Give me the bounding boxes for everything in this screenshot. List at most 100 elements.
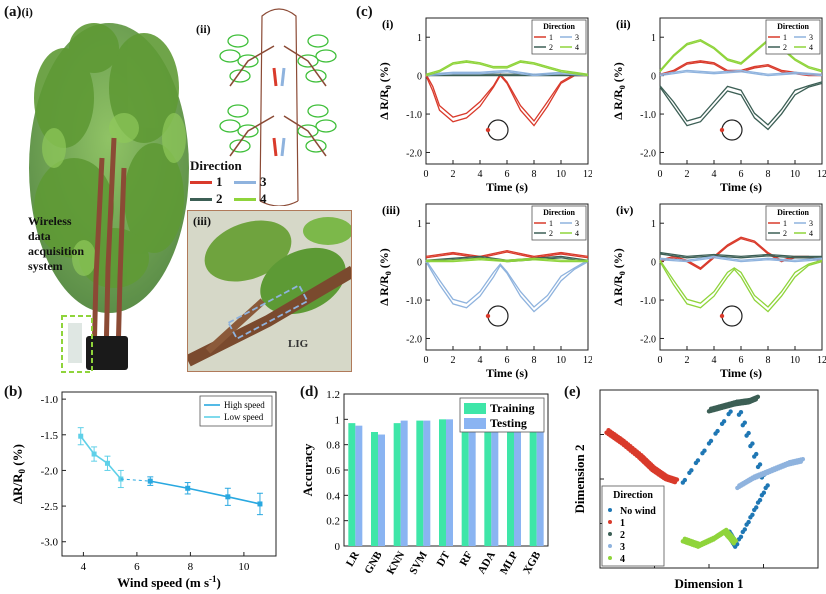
scatter-point: [746, 430, 751, 436]
panel-e-letter: (e): [564, 384, 581, 400]
y-tick-label: 0.6: [326, 465, 340, 477]
category-label-group: DT: [435, 549, 453, 569]
panel-a-ii-label: (ii): [196, 22, 211, 36]
x-tick-label: 0: [658, 169, 663, 180]
bar-training: [393, 423, 401, 546]
panel-d-letter: (d): [300, 384, 319, 400]
sub-label: (i): [382, 17, 393, 31]
x-tick-label: 4: [81, 561, 87, 573]
bar-training: [439, 419, 446, 546]
x-tick-label: 12: [583, 169, 592, 180]
legend-title: Direction: [543, 208, 575, 217]
category-label-group: GNB: [362, 549, 385, 576]
bar-training: [507, 421, 514, 546]
legend: Direction 1 3 2 4: [531, 19, 587, 55]
direction-legend-title: Direction: [190, 158, 242, 173]
chart-tsne: Dimension 1 Dimension 2 Direction No wind12…: [572, 389, 819, 591]
scatter-point: [754, 451, 759, 457]
legend-title: Direction: [613, 490, 653, 501]
bar-training: [484, 419, 492, 546]
y-tick-label: 0.4: [326, 490, 340, 502]
scatter-point: [682, 477, 688, 483]
y-axis-label-group: ΔR/R0 (%): [10, 444, 27, 504]
sub-label: (ii): [616, 17, 631, 31]
category-label: ADA: [476, 549, 498, 576]
series-2-line: [659, 82, 823, 131]
legend-label: High speed: [224, 400, 265, 410]
data-point: [257, 501, 263, 507]
x-tick-label: 0: [658, 355, 663, 366]
legend: High speed Low speed: [199, 395, 273, 427]
x-tick-label: 8: [532, 355, 537, 366]
legend-box: [199, 395, 273, 427]
x-tick-label: 2: [685, 169, 690, 180]
y-axis-label-group: Δ R/R0 (%): [377, 248, 393, 306]
legend-label-3: 3: [809, 219, 813, 228]
legend-swatch: [464, 403, 486, 414]
y-tick-label: -1.5: [41, 430, 59, 442]
bar-training: [348, 423, 356, 546]
y-tick-label: 1.2: [326, 389, 340, 401]
y-tick-label: 0: [651, 258, 656, 269]
bar-testing: [468, 419, 476, 546]
series-4-line: [426, 259, 588, 263]
scatter-point: [702, 448, 707, 453]
scatter-point: [757, 462, 763, 467]
x-tick-label: 2: [451, 169, 456, 180]
series-1-line: [659, 236, 823, 269]
y-tick-label: 0: [651, 72, 656, 83]
legend-label-2: 2: [783, 229, 787, 238]
legend-title: Direction: [543, 22, 575, 31]
y-axis-label-group: Accuracy: [300, 443, 315, 496]
scatter-point: [750, 441, 755, 446]
scatter-point: [750, 512, 755, 517]
bar-testing: [446, 419, 453, 546]
scatter-point: [689, 468, 694, 473]
x-axis-label: Time (s): [486, 366, 528, 380]
y-tick-label: -2.0: [41, 465, 59, 477]
category-label-group: XGB: [521, 549, 544, 576]
legend-marker: [608, 508, 612, 512]
y-axis-label: Δ R/R0 (%): [377, 62, 393, 120]
series-3-line: [659, 257, 823, 263]
x-tick-label: 6: [739, 355, 744, 366]
x-axis-label: Wind speed (m s-1): [117, 574, 221, 590]
legend-label-2: 2: [783, 43, 787, 52]
panel-b-letter: (b): [4, 384, 23, 400]
scatter-point: [738, 534, 744, 539]
scatter-point: [755, 394, 761, 400]
y-tick-label: 0: [417, 72, 422, 83]
category-label: KNN: [385, 549, 408, 576]
bar-testing: [355, 425, 363, 546]
data-point: [225, 494, 231, 500]
y-tick-label: 0.2: [326, 516, 340, 528]
x-tick-label: 12: [817, 355, 826, 366]
y-tick-label: 0: [417, 258, 422, 269]
x-tick-label: 10: [556, 355, 566, 366]
scatter-point: [742, 420, 747, 425]
legend-label-3: 3: [809, 33, 813, 42]
x-tick-label: 8: [766, 355, 771, 366]
data-point: [104, 460, 110, 466]
data-point: [147, 478, 153, 484]
series-3-line: [659, 71, 823, 77]
y-tick-label: 1: [417, 219, 422, 230]
y-tick-label: 1: [417, 33, 422, 44]
y-tick-label: -1.0: [41, 394, 59, 406]
direction-circle-icon: [487, 119, 509, 141]
legend-label-1: 1: [783, 33, 787, 42]
scatter-point: [742, 527, 747, 532]
series-4-line: [659, 259, 823, 308]
x-tick-label: 8: [766, 169, 771, 180]
sensor-dot-icon: [719, 313, 725, 319]
series-line-0: [150, 480, 261, 505]
x-tick-label: 6: [505, 355, 510, 366]
legend-marker: [608, 556, 612, 560]
y-tick-label: 1: [651, 33, 656, 44]
legend: Direction 1 3 2 4: [765, 205, 821, 241]
data-point: [91, 451, 97, 457]
x-tick-label: 4: [712, 355, 717, 366]
category-label: LR: [344, 549, 363, 569]
